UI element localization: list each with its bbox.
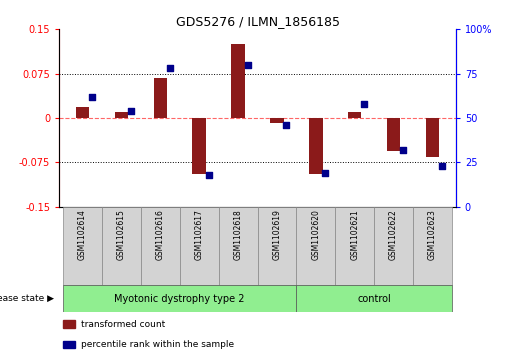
Bar [153,78,167,118]
Bar [141,207,180,285]
Bar [270,118,284,123]
Point [321,170,330,176]
Text: GSM1102616: GSM1102616 [156,209,165,260]
Bar [231,44,245,118]
Bar [348,112,362,118]
Bar [296,285,452,312]
Point [127,108,135,114]
Bar [296,207,335,285]
Text: Myotonic dystrophy type 2: Myotonic dystrophy type 2 [114,294,245,303]
Bar [63,320,75,328]
Bar [425,118,439,156]
Text: control: control [357,294,391,303]
Point [282,122,290,128]
Point [438,163,446,169]
Bar [180,207,219,285]
Bar [258,207,296,285]
Bar [335,207,374,285]
Title: GDS5276 / ILMN_1856185: GDS5276 / ILMN_1856185 [176,15,339,28]
Bar [63,340,75,348]
Text: transformed count: transformed count [81,319,165,329]
Bar [413,207,452,285]
Bar [63,207,102,285]
Bar [63,285,296,312]
Point [166,65,174,71]
Bar [374,207,413,285]
Bar [102,207,141,285]
Bar [115,112,128,118]
Text: GSM1102621: GSM1102621 [350,209,359,260]
Bar [76,107,90,118]
Text: GSM1102617: GSM1102617 [195,209,204,260]
Bar [387,118,400,151]
Point [88,94,96,99]
Text: GSM1102622: GSM1102622 [389,209,398,260]
Text: GSM1102623: GSM1102623 [428,209,437,260]
Point [399,147,407,153]
Text: GSM1102618: GSM1102618 [234,209,243,260]
Bar [309,118,322,174]
Point [204,172,213,178]
Bar [219,207,258,285]
Text: GSM1102619: GSM1102619 [272,209,281,260]
Text: GSM1102614: GSM1102614 [78,209,87,260]
Text: GSM1102620: GSM1102620 [311,209,320,260]
Bar [193,118,206,174]
Text: disease state ▶: disease state ▶ [0,294,54,303]
Point [360,101,368,107]
Text: GSM1102615: GSM1102615 [117,209,126,260]
Point [244,62,252,68]
Text: percentile rank within the sample: percentile rank within the sample [81,340,234,349]
